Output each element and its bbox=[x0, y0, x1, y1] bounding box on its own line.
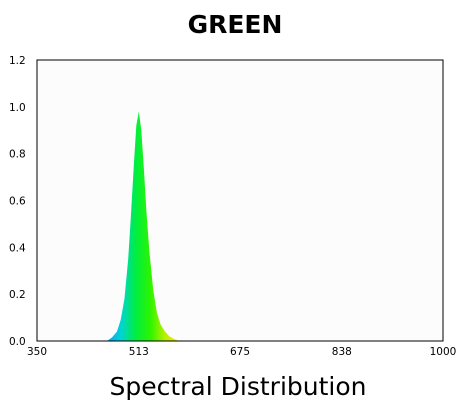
y-tick-label: 0.4 bbox=[9, 242, 26, 254]
plot-area bbox=[37, 60, 443, 341]
chart-title: GREEN bbox=[187, 10, 283, 39]
y-tick-label: 1.2 bbox=[9, 55, 26, 67]
x-tick-label: 838 bbox=[332, 346, 352, 358]
plot-frame bbox=[36, 59, 444, 342]
x-tick-label: 350 bbox=[27, 346, 47, 358]
x-tick-label: 675 bbox=[230, 346, 250, 358]
y-tick-label: 0.8 bbox=[9, 149, 26, 161]
y-tick-label: 1.0 bbox=[9, 102, 26, 114]
x-axis-ticks: 350 513 675 838 1000 bbox=[27, 346, 456, 358]
y-axis-ticks: 0.0 0.2 0.4 0.6 0.8 1.0 1.2 bbox=[9, 55, 26, 348]
spectrum-area bbox=[106, 111, 180, 342]
y-tick-label: 0.6 bbox=[9, 196, 26, 208]
y-tick-label: 0.0 bbox=[9, 336, 26, 348]
x-axis-label: Spectral Distribution bbox=[109, 372, 367, 401]
x-tick-label: 513 bbox=[129, 346, 149, 358]
x-tick-label: 1000 bbox=[430, 346, 457, 358]
y-tick-label: 0.2 bbox=[9, 289, 26, 301]
